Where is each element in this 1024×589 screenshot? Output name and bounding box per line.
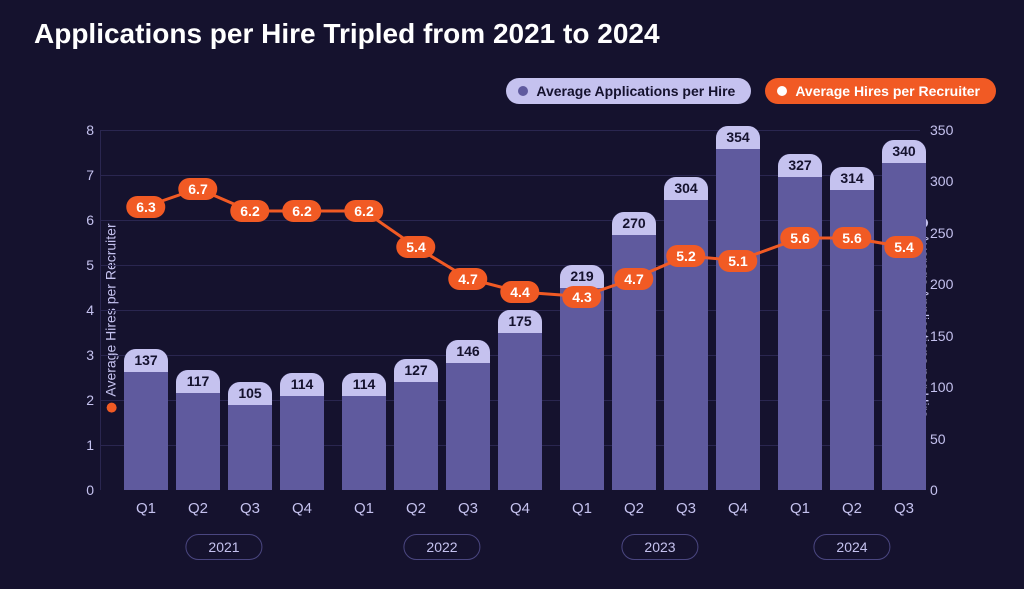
y-tick-right: 50 (930, 431, 970, 447)
line-point-label: 6.7 (178, 178, 217, 200)
x-tick-quarter: Q4 (728, 500, 748, 517)
y-tick-left: 2 (64, 392, 94, 408)
x-tick-quarter: Q3 (676, 500, 696, 517)
line-point-label: 5.2 (666, 245, 705, 267)
line-point-label: 6.2 (344, 200, 383, 222)
line-point-label: 5.6 (832, 227, 871, 249)
y-tick-left: 4 (64, 302, 94, 318)
y-tick-left: 0 (64, 482, 94, 498)
x-year-pill: 2024 (813, 534, 890, 560)
legend-hires-dot-icon (777, 86, 787, 96)
x-tick-quarter: Q3 (240, 500, 260, 517)
x-tick-quarter: Q2 (842, 500, 862, 517)
line-point-label: 4.3 (562, 286, 601, 308)
line-point-label: 4.7 (448, 268, 487, 290)
line-series (100, 130, 920, 490)
line-point-label: 4.7 (614, 268, 653, 290)
line-point-label: 4.4 (500, 281, 539, 303)
y-tick-right: 350 (930, 122, 970, 138)
y-tick-left: 3 (64, 347, 94, 363)
x-tick-quarter: Q2 (406, 500, 426, 517)
line-point-label: 5.4 (396, 236, 435, 258)
x-tick-quarter: Q2 (624, 500, 644, 517)
x-tick-quarter: Q3 (894, 500, 914, 517)
x-tick-quarter: Q1 (136, 500, 156, 517)
plot-area: 1371171051141141271461752192703043543273… (100, 130, 920, 490)
x-tick-quarter: Q1 (354, 500, 374, 517)
chart-title: Applications per Hire Tripled from 2021 … (34, 18, 660, 50)
y-tick-left: 8 (64, 122, 94, 138)
x-tick-quarter: Q2 (188, 500, 208, 517)
line-point-label: 6.2 (282, 200, 321, 222)
x-tick-quarter: Q1 (572, 500, 592, 517)
y-tick-left: 1 (64, 437, 94, 453)
y-tick-right: 0 (930, 482, 970, 498)
x-tick-quarter: Q4 (510, 500, 530, 517)
legend-apps-dot-icon (518, 86, 528, 96)
legend-hires-pill: Average Hires per Recruiter (765, 78, 996, 104)
line-point-label: 5.6 (780, 227, 819, 249)
x-tick-quarter: Q4 (292, 500, 312, 517)
y-tick-left: 7 (64, 167, 94, 183)
y-tick-left: 5 (64, 257, 94, 273)
line-point-label: 5.4 (884, 236, 923, 258)
legend-apps-pill: Average Applications per Hire (506, 78, 751, 104)
y-tick-right: 150 (930, 328, 970, 344)
x-tick-quarter: Q3 (458, 500, 478, 517)
legend-hires-label: Average Hires per Recruiter (795, 83, 980, 99)
x-year-pill: 2023 (621, 534, 698, 560)
line-point-label: 6.2 (230, 200, 269, 222)
x-tick-quarter: Q1 (790, 500, 810, 517)
legend-apps-label: Average Applications per Hire (536, 83, 735, 99)
y-tick-right: 250 (930, 225, 970, 241)
y-tick-right: 100 (930, 379, 970, 395)
legend: Average Applications per Hire Average Hi… (506, 78, 996, 104)
x-year-pill: 2021 (185, 534, 262, 560)
y-tick-left: 6 (64, 212, 94, 228)
line-point-label: 5.1 (718, 250, 757, 272)
line-point-label: 6.3 (126, 196, 165, 218)
x-year-pill: 2022 (403, 534, 480, 560)
y-tick-right: 200 (930, 276, 970, 292)
y-tick-right: 300 (930, 173, 970, 189)
